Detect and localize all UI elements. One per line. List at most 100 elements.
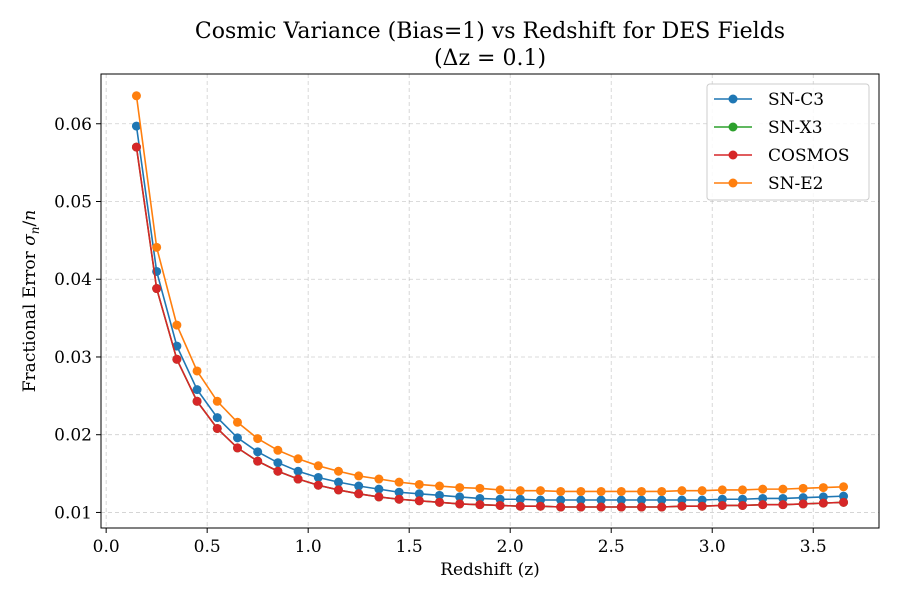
data-point-sn-c3 (536, 495, 546, 505)
data-point-sn-c3 (172, 341, 182, 351)
data-point-cosmos (172, 354, 182, 364)
data-point-cosmos (374, 492, 384, 502)
data-point-cosmos (131, 142, 141, 152)
data-point-sn-c3 (697, 495, 707, 505)
series-line-sn-x3 (135, 146, 844, 508)
legend-box (706, 83, 870, 201)
data-point-sn-c3 (818, 492, 828, 502)
data-point-sn-c3 (758, 493, 768, 503)
data-point-sn-c3 (677, 495, 687, 505)
data-point-cosmos (657, 502, 667, 512)
data-point-sn-e2 (394, 477, 404, 487)
data-point-sn-e2 (212, 396, 222, 406)
y-axis-label: Fractional Error σn/n (20, 210, 42, 392)
data-point-cosmos (394, 494, 404, 504)
data-point-sn-e2 (717, 485, 727, 495)
chart-title: Cosmic Variance (Bias=1) vs Redshift for… (195, 19, 785, 44)
data-point-cosmos (839, 497, 849, 507)
data-point-cosmos (515, 501, 525, 511)
data-point-sn-e2 (536, 486, 546, 496)
data-point-sn-c3 (333, 477, 343, 487)
series-sn-e2 (131, 91, 849, 496)
data-point-cosmos (798, 499, 808, 509)
data-point-cosmos (677, 501, 687, 511)
data-point-sn-e2 (374, 474, 384, 484)
legend-swatch-marker (728, 150, 738, 160)
series-line-cosmos (135, 146, 844, 508)
data-point-sn-e2 (232, 417, 242, 427)
data-point-sn-c3 (293, 466, 303, 476)
data-point-cosmos (152, 284, 162, 294)
data-point-cosmos (253, 456, 263, 466)
legend-item-sn-e2: SN-E2 (714, 174, 824, 194)
data-point-cosmos (273, 466, 283, 476)
legend-item-sn-c3: SN-C3 (714, 90, 824, 110)
legend-label: COSMOS (768, 146, 850, 166)
data-point-sn-e2 (839, 482, 849, 492)
data-point-sn-c3 (394, 487, 404, 497)
data-point-cosmos (354, 489, 364, 499)
data-point-sn-c3 (212, 413, 222, 423)
data-point-cosmos (434, 497, 444, 507)
x-tick-label: 1.5 (396, 537, 423, 557)
data-point-sn-e2 (131, 91, 141, 101)
data-point-sn-e2 (475, 483, 485, 493)
legend-swatch-marker (728, 178, 738, 188)
data-point-cosmos (414, 496, 424, 506)
data-point-cosmos (455, 499, 465, 509)
data-point-cosmos (818, 498, 828, 508)
data-point-cosmos (192, 396, 202, 406)
data-point-sn-c3 (495, 494, 505, 504)
data-point-cosmos (637, 502, 647, 512)
legend-item-cosmos: COSMOS (714, 146, 850, 166)
data-point-sn-e2 (657, 486, 667, 496)
data-point-sn-c3 (576, 495, 586, 505)
data-point-sn-c3 (253, 447, 263, 457)
data-point-sn-e2 (556, 486, 566, 496)
data-point-sn-c3 (313, 472, 323, 482)
data-point-sn-e2 (354, 471, 364, 481)
data-point-sn-e2 (434, 481, 444, 491)
data-point-sn-c3 (596, 495, 606, 505)
data-point-sn-c3 (192, 385, 202, 395)
data-point-sn-c3 (657, 495, 667, 505)
legend-label: SN-E2 (768, 174, 824, 194)
data-point-cosmos (536, 501, 546, 511)
data-point-sn-c3 (778, 493, 788, 503)
data-point-sn-e2 (253, 434, 263, 444)
data-point-cosmos (333, 485, 343, 495)
data-point-sn-e2 (293, 454, 303, 464)
data-point-sn-e2 (313, 461, 323, 471)
data-point-sn-e2 (697, 486, 707, 496)
data-point-cosmos (313, 480, 323, 490)
data-point-sn-c3 (717, 494, 727, 504)
y-tick-label: 0.03 (54, 348, 92, 368)
legend-swatch-marker (728, 122, 738, 132)
x-tick-label: 3.0 (699, 537, 726, 557)
data-point-cosmos (616, 502, 626, 512)
data-point-sn-c3 (131, 121, 141, 131)
legend: SN-C3 SN-X3 COSMOS SN-E2 (706, 83, 870, 201)
data-point-sn-c3 (434, 490, 444, 500)
x-axis: 0.0 0.5 1.0 1.5 2.0 2.5 3.0 3.5 (93, 528, 827, 557)
x-tick-label: 1.0 (295, 537, 322, 557)
data-point-sn-e2 (758, 484, 768, 494)
legend-swatch-marker (728, 94, 738, 104)
data-point-sn-c3 (232, 433, 242, 443)
data-point-sn-c3 (273, 458, 283, 468)
data-point-cosmos (232, 443, 242, 453)
data-point-cosmos (778, 500, 788, 510)
data-point-sn-e2 (152, 242, 162, 252)
plot-frame (100, 73, 880, 529)
chart-subtitle: (Δz = 0.1) (434, 46, 546, 71)
data-point-sn-c3 (515, 494, 525, 504)
data-point-cosmos (717, 500, 727, 510)
data-point-sn-c3 (374, 484, 384, 494)
data-point-cosmos (596, 502, 606, 512)
data-point-cosmos (212, 423, 222, 433)
data-point-sn-e2 (778, 484, 788, 494)
data-point-sn-e2 (576, 486, 586, 496)
y-tick-label: 0.02 (54, 426, 92, 446)
data-point-sn-e2 (495, 485, 505, 495)
